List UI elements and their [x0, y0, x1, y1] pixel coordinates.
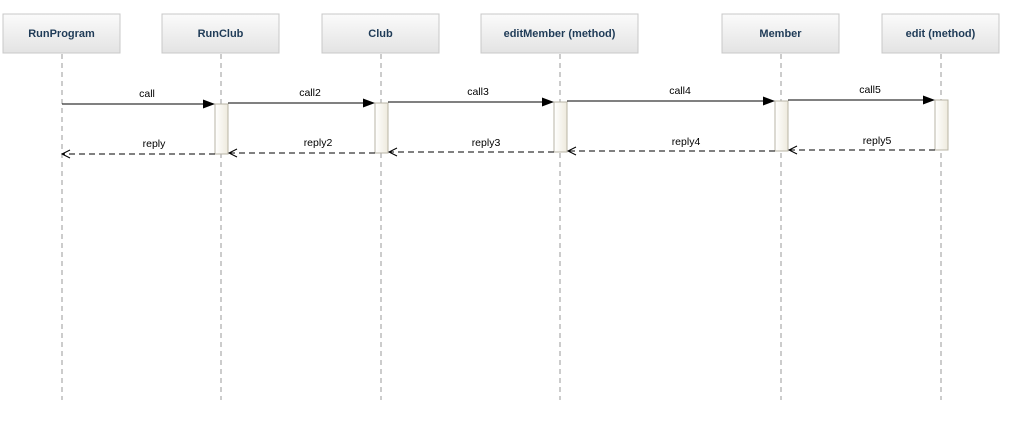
message-label: reply — [143, 138, 167, 150]
message-label: reply3 — [472, 137, 501, 149]
arrowhead-open — [387, 147, 398, 157]
participant-label: Club — [368, 28, 393, 40]
arrowhead-filled — [363, 98, 375, 108]
arrowhead-filled — [763, 96, 775, 106]
participant-member[interactable]: Member — [721, 13, 840, 54]
arrowhead-filled — [542, 97, 554, 107]
participant-label: RunProgram — [28, 28, 95, 40]
participant-label: edit (method) — [906, 28, 976, 40]
participant-runclub[interactable]: RunClub — [161, 13, 280, 54]
message-label: call — [139, 88, 155, 100]
participant-box — [321, 13, 440, 54]
participant-box — [721, 13, 840, 54]
message-label: call5 — [859, 84, 881, 96]
participant-box — [881, 13, 1000, 54]
message-reply4[interactable]: reply4 — [566, 136, 775, 156]
activation-edit — [934, 99, 949, 151]
arrowhead-filled — [203, 99, 215, 109]
message-label: call4 — [669, 85, 691, 97]
participant-box — [2, 13, 121, 54]
message-reply[interactable]: reply — [60, 138, 215, 159]
message-reply5[interactable]: reply5 — [787, 135, 935, 155]
message-label: call3 — [467, 86, 489, 98]
arrowhead-filled — [923, 95, 935, 105]
message-call3[interactable]: call3 — [388, 86, 554, 107]
message-reply2[interactable]: reply2 — [227, 137, 375, 158]
activation-member — [774, 100, 789, 152]
arrowhead-open — [227, 148, 238, 158]
message-label: reply2 — [304, 137, 333, 149]
activation-club — [374, 102, 389, 154]
participant-box — [161, 13, 280, 54]
message-call2[interactable]: call2 — [228, 87, 375, 108]
message-call5[interactable]: call5 — [788, 84, 935, 105]
arrowhead-open — [566, 146, 577, 156]
message-label: call2 — [299, 87, 321, 99]
message-label: reply5 — [863, 135, 892, 147]
participant-box — [480, 13, 639, 54]
participant-label: Member — [759, 28, 802, 40]
participant-edit[interactable]: edit (method) — [881, 13, 1000, 54]
arrowhead-open — [60, 149, 71, 159]
message-reply3[interactable]: reply3 — [387, 137, 554, 157]
message-call4[interactable]: call4 — [567, 85, 775, 106]
message-label: reply4 — [672, 136, 701, 148]
participant-label: editMember (method) — [504, 28, 616, 40]
participant-runprogram[interactable]: RunProgram — [2, 13, 121, 54]
message-call[interactable]: call — [62, 88, 215, 109]
activation-runclub — [214, 103, 229, 155]
activation-editmember — [553, 101, 568, 153]
participant-label: RunClub — [198, 28, 244, 40]
activations — [214, 99, 949, 155]
participant-editmember[interactable]: editMember (method) — [480, 13, 639, 54]
participant-club[interactable]: Club — [321, 13, 440, 54]
arrowhead-open — [787, 145, 798, 155]
lifelines — [61, 54, 942, 400]
